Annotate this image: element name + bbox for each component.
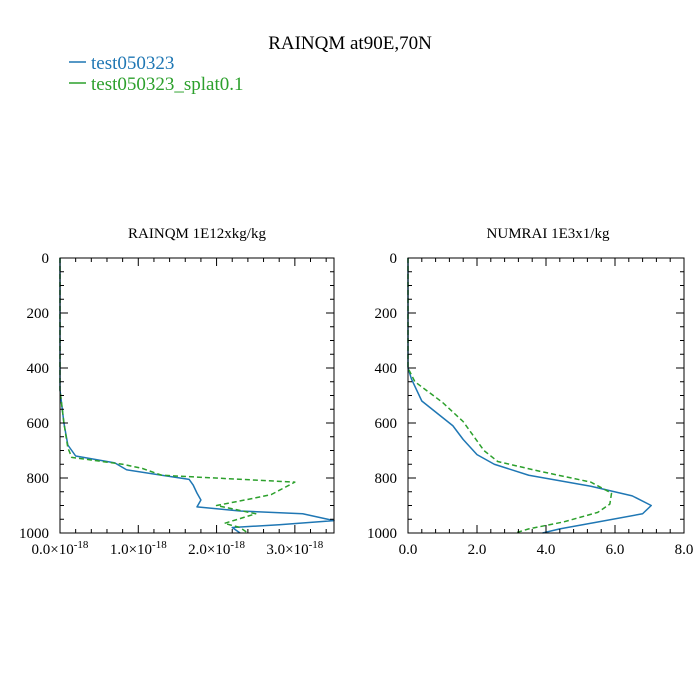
legend-label-1: test050323_splat0.1 — [91, 74, 244, 95]
x-tick-label: 2.0×10-18 — [188, 539, 245, 558]
x-tick-label: 1.0×10-18 — [110, 539, 167, 558]
x-tick-label: 8.0 — [675, 542, 694, 558]
y-tick-label: 200 — [27, 306, 50, 322]
y-tick-label: 800 — [27, 471, 50, 487]
panel-title: NUMRAI 1E3x1/kg — [487, 226, 610, 242]
x-tick-label: 0.0 — [399, 542, 418, 558]
y-tick-label: 1000 — [19, 526, 49, 542]
series-line-0 — [407, 258, 652, 534]
series-line-0 — [59, 258, 335, 534]
y-tick-label: 1000 — [367, 526, 397, 542]
x-tick-label: 0.0×10-18 — [32, 539, 89, 558]
x-tick-label: 6.0 — [606, 542, 625, 558]
legend-label-0: test050323 — [91, 53, 174, 74]
y-tick-label: 800 — [375, 471, 398, 487]
series-line-1 — [407, 258, 613, 534]
x-tick-label: 4.0 — [537, 542, 556, 558]
y-tick-label: 0 — [42, 251, 50, 267]
y-tick-label: 0 — [390, 251, 398, 267]
legend: test050323 test050323_splat0.1 — [69, 53, 244, 95]
series-line-1 — [59, 258, 296, 534]
y-tick-label: 400 — [375, 361, 398, 377]
panel-title: RAINQM 1E12xkg/kg — [128, 226, 266, 242]
panel-rainqm: RAINQM 1E12xkg/kg 0 200 400 600 800 10000.0×1… — [19, 226, 335, 558]
y-tick-label: 400 — [27, 361, 50, 377]
y-tick-label: 200 — [375, 306, 398, 322]
x-tick-label: 2.0 — [468, 542, 487, 558]
y-tick-label: 600 — [27, 416, 50, 432]
plot-frame — [407, 257, 685, 534]
figure-title: RAINQM at90E,70N — [268, 33, 432, 54]
y-tick-label: 600 — [375, 416, 398, 432]
x-tick-label: 3.0×10-18 — [266, 539, 323, 558]
